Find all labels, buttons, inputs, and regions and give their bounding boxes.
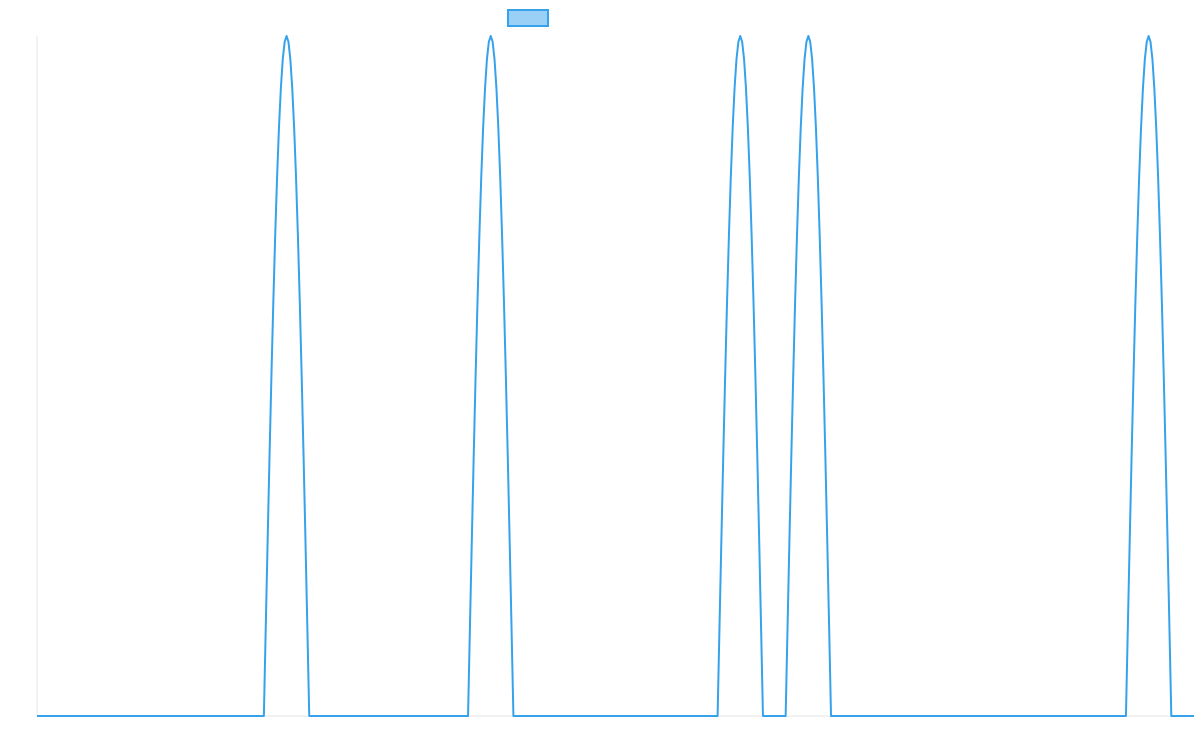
series-line-0 (37, 35, 1194, 717)
axes (36, 36, 1194, 717)
series-layer (37, 35, 1194, 717)
legend-swatch[interactable] (507, 9, 549, 27)
legend[interactable] (507, 9, 549, 27)
